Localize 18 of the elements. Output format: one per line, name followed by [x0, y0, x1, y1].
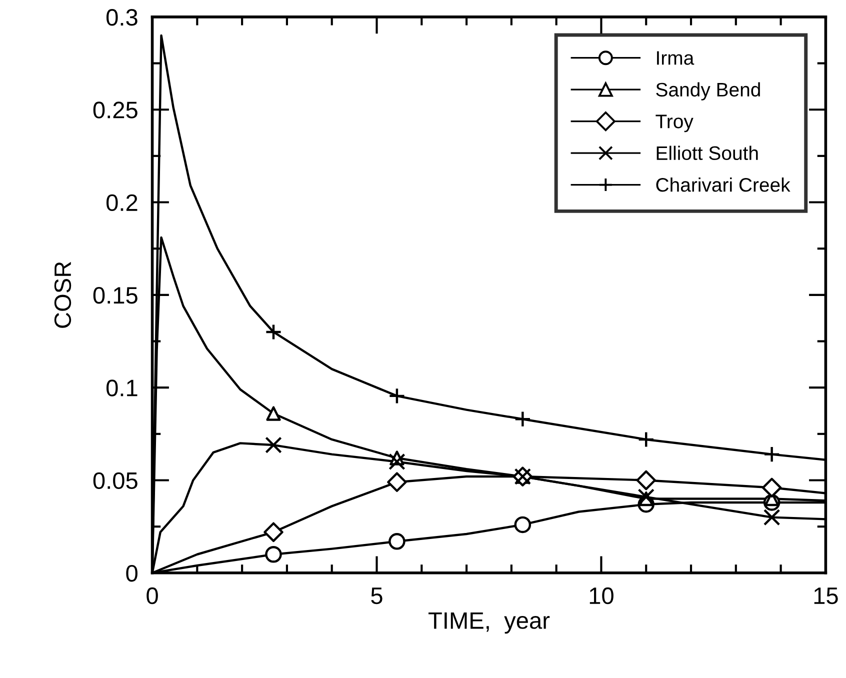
y-tick-label: 0.2 — [106, 194, 138, 212]
y-tick-label: 0.15 — [93, 287, 138, 304]
x-tick-label: 5 — [371, 588, 382, 604]
y-tick-label: 0.25 — [93, 102, 138, 118]
legend-label: Irma — [657, 51, 694, 65]
y-tick-label: 0.3 — [106, 9, 138, 26]
x-tick-label: 0 — [146, 587, 158, 604]
y-tick-label: 0.1 — [106, 380, 138, 396]
legend-label: Troy — [656, 114, 694, 132]
legend-label: Elliott South — [656, 146, 758, 160]
x-axis-title: TIME, year — [428, 612, 550, 634]
y-tick-label: 0 — [126, 564, 138, 582]
x-tick-label: 15 — [814, 588, 838, 604]
y-tick-label: 0.05 — [93, 472, 138, 490]
legend-label: Charivari Creek — [656, 178, 790, 192]
legend-label: Sandy Bend — [656, 82, 760, 100]
x-tick-label: 10 — [590, 587, 614, 604]
y-axis-title: COSR — [54, 262, 72, 328]
